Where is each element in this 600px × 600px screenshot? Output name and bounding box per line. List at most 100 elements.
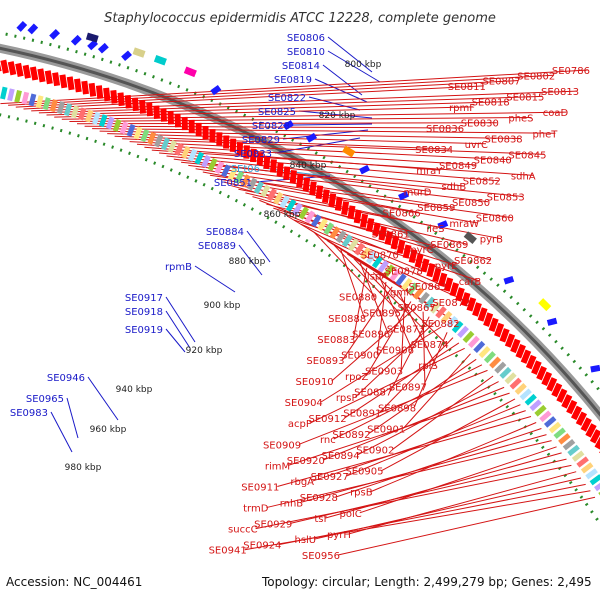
gene-label-se0919: SE0919: [125, 325, 163, 336]
leader-se0872: [320, 236, 469, 303]
gene-label-se0834: SE0834: [415, 145, 453, 156]
leader-se0891: [379, 337, 454, 414]
cog-color-block: [571, 450, 585, 462]
leader-coad: [61, 111, 567, 120]
reverse-feature-arrow: [139, 100, 146, 114]
forward-feature-arrow: [590, 364, 600, 373]
cog-color-block: [234, 170, 245, 184]
reverse-feature-arrow: [88, 82, 97, 97]
gene-label-se0836: SE0836: [426, 124, 464, 135]
cog-color-block: [359, 247, 371, 260]
reverse-feature-arrow: [556, 388, 568, 403]
reverse-feature-arrow: [276, 162, 284, 177]
forward-feature-block: [183, 66, 197, 78]
gene-label-carb: carB: [459, 277, 482, 288]
gene-label-se0838: SE0838: [485, 135, 523, 146]
gene-label-se0917: SE0917: [125, 293, 163, 304]
reverse-feature-arrow: [520, 349, 532, 364]
reverse-feature-arrow: [167, 111, 174, 125]
cog-color-block: [558, 433, 571, 445]
cog-color-block: [304, 210, 316, 224]
cog-color-block: [140, 129, 150, 143]
cog-color-block: [389, 268, 401, 282]
reverse-feature-arrow: [566, 399, 578, 415]
reverse-feature-arrow: [302, 177, 311, 192]
reverse-feature-arrow: [315, 185, 324, 200]
gene-label-se0909: SE0909: [263, 440, 301, 451]
leader-se0850: [188, 164, 489, 203]
leader-se0902: [392, 375, 494, 450]
leader-se0878: [280, 211, 421, 271]
gene-label-pyrc: pyrC: [410, 245, 433, 256]
gene-label-succc: succC: [228, 525, 258, 536]
reverse-feature-arrow: [589, 429, 600, 444]
cog-color-block: [56, 101, 66, 115]
cog-color-block: [494, 361, 507, 374]
cog-color-block: [14, 90, 22, 103]
reverse-feature-arrow: [334, 197, 343, 212]
cog-color-block: [406, 282, 419, 296]
cog-color-block: [473, 340, 486, 354]
reverse-feature-arrow: [174, 113, 181, 128]
gene-label-se0901: SE0901: [367, 424, 405, 435]
reverse-feature-arrow: [256, 152, 264, 166]
cog-color-block: [383, 264, 395, 277]
gene-label-acpp: acpP: [288, 419, 312, 430]
cog-color-block: [207, 157, 218, 171]
gene-label-se0888: SE0888: [328, 314, 366, 325]
forward-feature-arrow: [305, 132, 318, 143]
gene-label-rpoz: rpoZ: [345, 372, 369, 383]
gene-label-se0929: SE0929: [254, 519, 292, 530]
reverse-feature-arrow: [296, 173, 304, 188]
gene-label-se0825: SE0825: [258, 107, 296, 118]
gene-label-se0895: SE0895: [363, 309, 401, 320]
genome-rings: [0, 31, 600, 526]
reverse-feature-arrow: [384, 231, 394, 246]
reverse-feature-arrow: [438, 272, 448, 287]
reverse-feature-arrow: [250, 148, 257, 163]
gene-label-se0983: SE0983: [10, 408, 48, 419]
reverse-feature-arrow: [359, 213, 369, 228]
forward-feature-arrow: [546, 317, 558, 326]
reverse-feature-arrow: [408, 249, 418, 264]
cog-color-block: [21, 91, 30, 105]
scale-label-960-kbp: 960 kbp: [90, 425, 127, 435]
reverse-feature-arrow: [7, 61, 17, 76]
gene-label-rnc: rnc: [320, 435, 336, 446]
leader-rpoz: [365, 301, 412, 377]
gene-label-se0928: SE0928: [300, 493, 338, 504]
cog-color-block: [273, 191, 284, 205]
gene-label-rbga: rbgA: [290, 477, 314, 488]
gene-label-se0897: SE0897: [389, 382, 427, 393]
feature-tracks: [0, 20, 600, 496]
leader-se0983: [50, 411, 73, 453]
reverse-feature-arrow: [483, 312, 494, 327]
cog-color-block: [585, 468, 598, 480]
gene-label-se0860: SE0860: [476, 214, 514, 225]
cog-color-block: [548, 421, 562, 434]
cog-color-block: [509, 377, 522, 390]
forward-feature-block: [132, 47, 146, 58]
scale-label-920-kbp: 920 kbp: [186, 346, 223, 356]
leader-rbga: [311, 410, 526, 482]
reverse-feature-arrow: [153, 105, 160, 119]
leader-acpp: [309, 347, 465, 424]
gene-label-uvrc: uvrC: [465, 140, 488, 151]
gene-label-polc: polC: [340, 509, 362, 520]
cog-color-block: [353, 242, 365, 256]
reverse-feature-arrow: [477, 307, 488, 322]
gene-label-pyre: pyrE: [435, 261, 458, 272]
leader-se0941: [244, 490, 591, 551]
cog-color-block: [499, 366, 512, 379]
reverse-feature-arrow: [494, 322, 505, 338]
cog-color-block: [467, 335, 480, 349]
leader-rpsp: [355, 321, 436, 398]
reverse-feature-arrow: [460, 292, 471, 307]
cog-color-block: [119, 121, 129, 135]
gene-label-se0815: SE0815: [506, 92, 544, 103]
leader-pyrb: [238, 188, 502, 240]
forward-feature-block: [463, 231, 477, 245]
gene-label-se0924: SE0924: [243, 540, 281, 551]
